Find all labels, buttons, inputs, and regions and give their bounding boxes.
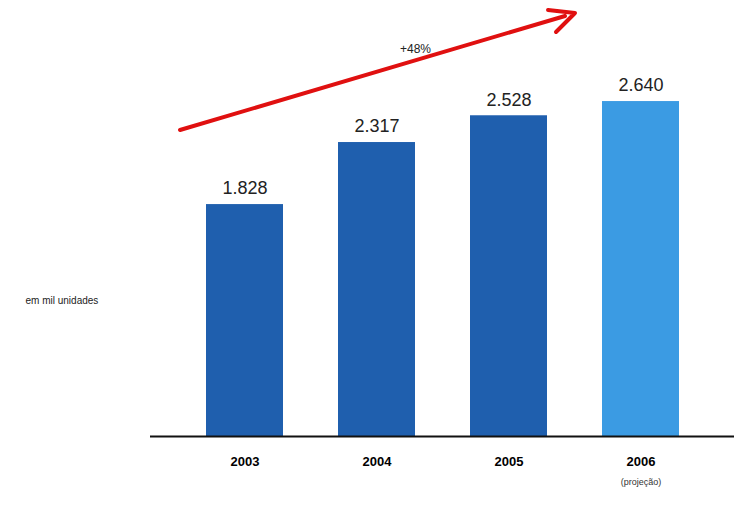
- svg-text:2.640: 2.640: [618, 75, 663, 95]
- svg-text:1.828: 1.828: [222, 178, 267, 198]
- svg-text:em mil unidades: em mil unidades: [26, 295, 99, 306]
- svg-text:(projeção): (projeção): [621, 477, 662, 487]
- svg-text:+48%: +48%: [400, 42, 431, 56]
- svg-text:2003: 2003: [231, 454, 260, 469]
- svg-text:2006: 2006: [627, 454, 656, 469]
- svg-text:2.528: 2.528: [486, 90, 531, 110]
- svg-text:2004: 2004: [363, 454, 393, 469]
- svg-text:2.317: 2.317: [354, 116, 399, 136]
- svg-text:2005: 2005: [495, 454, 524, 469]
